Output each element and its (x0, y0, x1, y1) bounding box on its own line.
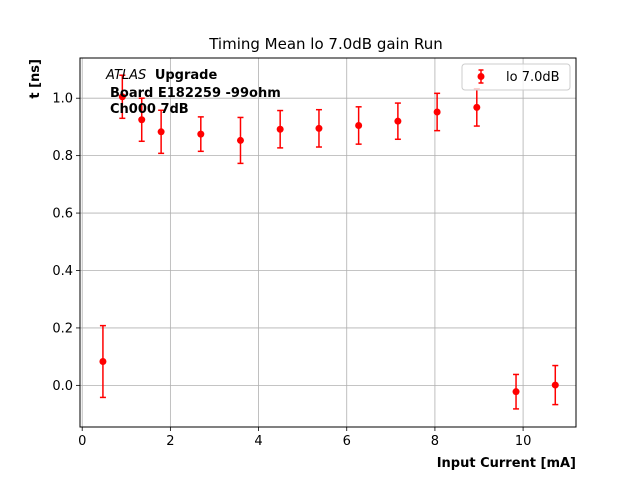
data-point (276, 125, 284, 133)
data-point (99, 358, 107, 366)
legend: lo 7.0dB (461, 63, 571, 91)
annotation-line-3: Ch000 7dB (110, 102, 189, 117)
ticks: 0 2 4 6 8 10 0.0 0.2 0.4 0.6 0.8 1.0 (52, 92, 531, 449)
plot-frame (79, 57, 577, 428)
data-point (473, 103, 481, 111)
data-point (512, 388, 520, 396)
annotation-atlas: ATLAS (105, 68, 146, 83)
y-axis-label: t [ns] (28, 59, 43, 99)
chart-title: Timing Mean lo 7.0dB gain Run (208, 35, 443, 53)
x-axis-label: Input Current [mA] (437, 456, 576, 471)
data-point (551, 381, 559, 389)
x-tick-label: 2 (166, 434, 174, 449)
x-tick-label: 8 (431, 434, 439, 449)
y-tick-label: 0.0 (52, 379, 73, 394)
legend-box (461, 63, 571, 91)
data-point (118, 93, 126, 101)
atlas-annotation: ATLAS Upgrade Board E182259 -99ohm Ch000… (105, 68, 281, 117)
data-point (355, 121, 363, 129)
annotation-line-1: ATLAS Upgrade (105, 68, 217, 83)
x-tick-label: 6 (343, 434, 351, 449)
data-point (138, 116, 146, 124)
data-point (433, 108, 441, 116)
data-point (197, 130, 205, 138)
data-points (99, 93, 559, 396)
data-point (157, 128, 165, 136)
x-tick-label: 4 (254, 434, 262, 449)
y-tick-label: 0.6 (52, 207, 73, 222)
legend-marker-icon (477, 73, 485, 80)
grid (80, 58, 576, 427)
y-tick-label: 0.4 (52, 264, 73, 279)
annotation-line-2: Board E182259 -99ohm (110, 86, 281, 101)
x-tick-label: 10 (515, 434, 532, 449)
x-tick-label: 0 (78, 434, 86, 449)
data-point (394, 117, 402, 125)
data-point (236, 136, 244, 144)
y-tick-label: 0.8 (52, 149, 73, 164)
data-point (315, 124, 323, 132)
annotation-upgrade: Upgrade (155, 68, 218, 83)
legend-label: lo 7.0dB (506, 70, 560, 85)
y-tick-label: 1.0 (52, 92, 73, 107)
y-tick-label: 0.2 (52, 321, 73, 336)
